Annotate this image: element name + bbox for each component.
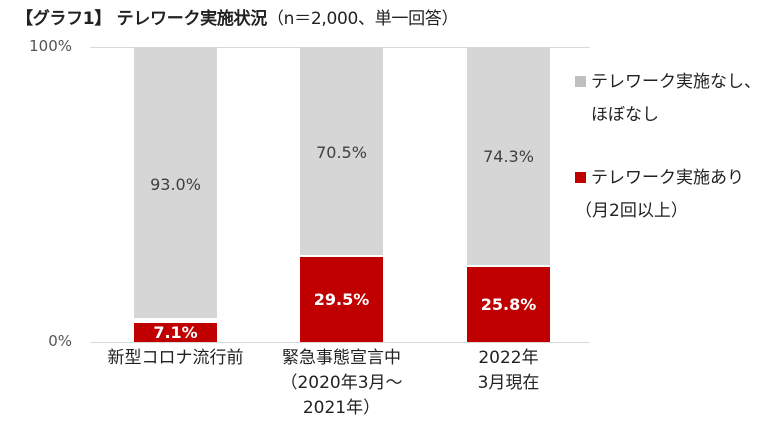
chart-title-main: 【グラフ1】 テレワーク実施状況 xyxy=(16,9,267,29)
value-label-no-telework: 93.0% xyxy=(150,175,201,194)
value-label-no-telework: 74.3% xyxy=(483,147,534,166)
y-tick-0: 0% xyxy=(48,332,72,350)
bar-2022: 74.3% 25.8% xyxy=(467,47,550,342)
legend: テレワーク実施なし、 ほぼなし テレワーク実施あり （月2回以上） xyxy=(575,66,761,228)
y-tick-100: 100% xyxy=(29,37,72,55)
bar-pre-covid: 93.0% 7.1% xyxy=(134,47,217,342)
bar-segment-telework: 25.8% xyxy=(467,267,550,342)
value-label-telework: 29.5% xyxy=(313,290,370,309)
chart-title-note: （n＝2,000、単一回答） xyxy=(266,9,459,29)
bar-segment-telework: 7.1% xyxy=(134,323,217,342)
value-label-no-telework: 70.5% xyxy=(316,143,367,162)
x-label-emergency: 緊急事態宣言中 （2020年3月～ 2021年） xyxy=(280,348,403,418)
value-label-telework: 7.1% xyxy=(153,323,198,342)
x-label-2022: 2022年 3月現在 xyxy=(477,348,540,393)
legend-swatch-red xyxy=(575,172,586,183)
bar-segment-no-telework: 70.5% xyxy=(300,47,383,255)
bar-segment-no-telework: 74.3% xyxy=(467,47,550,265)
bar-segment-no-telework: 93.0% xyxy=(134,47,217,318)
legend-item-telework: テレワーク実施あり （月2回以上） xyxy=(575,168,744,221)
gridline-0 xyxy=(90,342,590,343)
chart-title: 【グラフ1】 テレワーク実施状況（n＝2,000、単一回答） xyxy=(16,4,459,29)
value-label-telework: 25.8% xyxy=(480,295,537,314)
legend-item-no-telework: テレワーク実施なし、 ほぼなし xyxy=(575,66,761,132)
bar-emergency: 70.5% 29.5% xyxy=(300,47,383,342)
x-label-pre-covid: 新型コロナ流行前 xyxy=(107,348,244,368)
legend-swatch-grey xyxy=(575,76,586,87)
bar-segment-telework: 29.5% xyxy=(300,257,383,342)
